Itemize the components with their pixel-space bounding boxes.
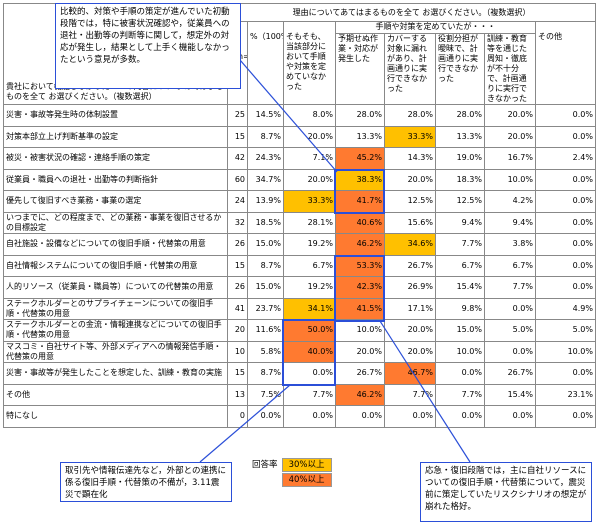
cell: 38.3%: [335, 168, 385, 191]
table-row: 災害・事故等が発生したことを想定した、訓練・教育の実施 15 8.7% 0.0% 26.…: [3, 362, 596, 385]
cell: 33.3%: [283, 190, 336, 213]
table-row: 対策本部立上げ判断基準の設定 15 8.7% 20.0% 13.3% 33.3% 13.3%…: [3, 125, 596, 148]
cell: 33.3%: [384, 125, 436, 148]
column-header: 訓練・教育等を通じた周知・徹底が不十分で、計画通りに実行できなかった: [484, 33, 536, 105]
cell: 45.2%: [335, 147, 385, 170]
cell: 41.7%: [335, 190, 385, 213]
table-row: 災害・事故等発生時の体制設置 25 14.5% 8.0% 28.0% 28.0% 28.0%…: [3, 104, 596, 127]
cell: 34.6%: [384, 233, 436, 256]
cell: 46.2%: [335, 233, 385, 256]
cell: 0.0%: [283, 405, 336, 428]
cell: 14.5%: [247, 104, 284, 127]
legend: 回答率 30%以上 40%以上: [252, 458, 332, 488]
column-header: カバーする対象に漏れがあり、計画通りに実行できなかった: [384, 33, 436, 105]
table-row: 人的リソース（従業員・職員等）についての代替策の用意 26 15.0% 19.2% 42…: [3, 276, 596, 299]
callout: 取引先や情報伝達先など，外部との連携に係る復旧手順・代替策の不備が，3.11震災…: [60, 462, 232, 502]
legend-item: 40%以上: [281, 473, 332, 487]
cell: 34.1%: [283, 297, 336, 320]
bcp-table: 貴社において機能しなかったBCPの内容について あてはまるものを全て お選びくだ…: [3, 3, 596, 428]
pointer-line: [379, 320, 471, 463]
cell: 0.0%: [435, 405, 485, 428]
table-row: ステークホルダーとの金流・情報連携などについての復旧手順・代替策の用意 20 11.…: [3, 319, 596, 342]
cell: 40.0%: [283, 340, 336, 363]
header-row: 予期せぬ作業・対応が発生した カバーする対象に漏れがあり、計画通りに実行できなかっ…: [4, 33, 596, 105]
table-row: 自社情報システムについての復旧手順・代替策の用意 15 8.7% 6.7% 53.3% 2…: [3, 254, 596, 277]
highlight-frame: [282, 319, 336, 386]
table-row: 特になし 0 0.0% 0.0% 0.0% 0.0% 0.0% 0.0% 0.0%: [3, 405, 596, 428]
callout: 比較的、対策や手順の策定が進んでいた初動段階では，特に被害状況確認や，従業員への…: [55, 3, 241, 89]
legend-title: 回答率: [252, 460, 278, 470]
pointer-line: [199, 384, 291, 463]
cell: 0.0%: [535, 104, 596, 127]
cell: 0.0%: [535, 405, 596, 428]
table-row: 優先して復旧すべき業務・事業の選定 24 13.9% 33.3% 41.7% 12.5% 1…: [3, 190, 596, 213]
table-row: ステークホルダーとのサプライチェーンについての復旧手順・代替策の用意 41 23.7…: [3, 297, 596, 320]
legend-items: 30%以上 40%以上: [281, 458, 332, 488]
column-header: 役割分担が曖昧で、計画通りに実行できなかった: [435, 33, 485, 105]
table-row: マスコミ・自社サイト等、外部メディアへの情報発信手順・代替策の用意 10 5.8% 4…: [3, 340, 596, 363]
cell: 41.5%: [335, 297, 385, 320]
table-row: 被災・被害状況の確認・連絡手順の策定 42 24.3% 7.1% 45.2% 14.3% 1…: [3, 147, 596, 170]
column-header: その他: [535, 21, 596, 105]
cell: 46.2%: [335, 383, 385, 406]
cell: 2.4%: [535, 147, 596, 170]
highlight-frame: [334, 169, 385, 214]
row-label: 特になし: [3, 405, 228, 428]
legend-item: 30%以上: [281, 458, 332, 472]
table-row: 従業員・職員への退社・出勤等の判断指針 60 34.7% 20.0% 38.3% 20.0…: [3, 168, 596, 191]
pointer-line: [239, 59, 338, 173]
cell: 28.0%: [335, 104, 385, 127]
header-row: 実数（n=173）%（100%）そもそも、当該部分において手順や対策を定めていな…: [4, 21, 596, 105]
cell: 46.7%: [384, 362, 436, 385]
cell: 42.3%: [335, 276, 385, 299]
callout: 応急・復旧段階では，主に自社リソースについての復旧手順・代替策について，震災前に…: [420, 462, 592, 522]
cell: 40.6%: [335, 211, 385, 234]
column-header: 予期せぬ作業・対応が発生した: [335, 33, 385, 105]
cell: 28.0%: [435, 104, 485, 127]
cell: 53.3%: [335, 254, 385, 277]
highlight-frame: [334, 255, 385, 322]
